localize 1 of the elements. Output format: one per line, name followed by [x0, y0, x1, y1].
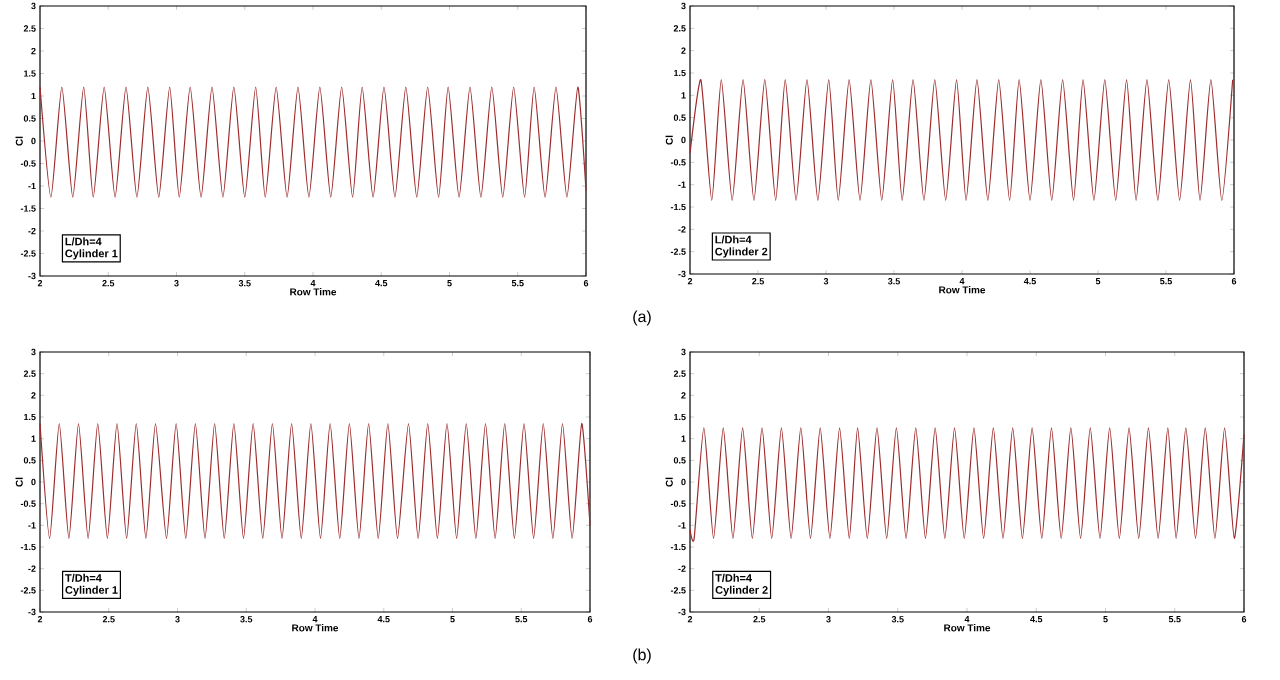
line-series: [689, 427, 1245, 539]
